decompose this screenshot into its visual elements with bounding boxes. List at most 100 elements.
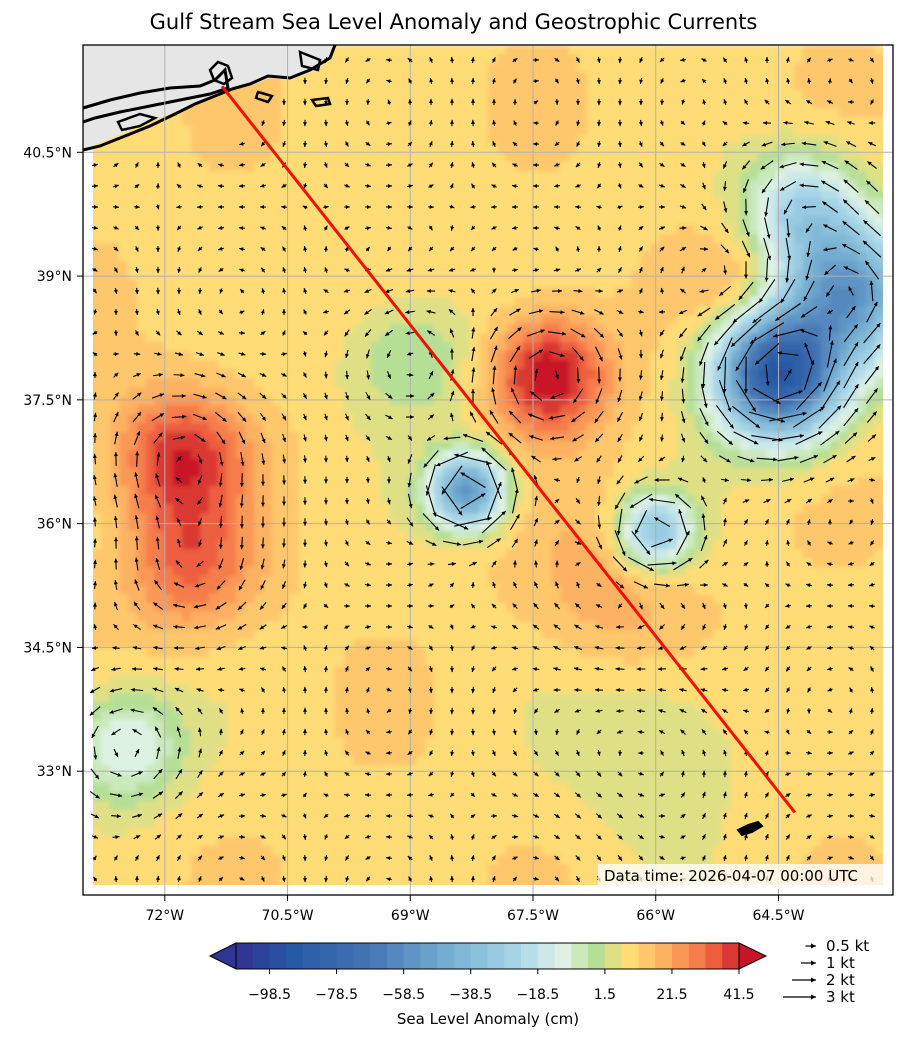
current-arrow — [194, 582, 206, 588]
current-arrow — [512, 581, 518, 589]
current-arrow — [91, 834, 99, 839]
current-arrow — [743, 687, 749, 692]
current-arrow — [92, 392, 97, 400]
current-arrow — [722, 854, 727, 862]
current-arrow — [365, 120, 370, 126]
current-arrow — [676, 530, 690, 556]
current-arrow — [575, 875, 581, 883]
current-arrow — [280, 624, 288, 630]
x-tick-label: 66°W — [636, 908, 675, 924]
current-arrow — [470, 749, 475, 757]
current-arrow — [764, 730, 770, 735]
current-arrow — [555, 581, 559, 589]
current-arrow — [748, 411, 786, 423]
current-arrow — [450, 749, 455, 757]
current-arrow — [385, 435, 393, 441]
current-arrow — [547, 331, 567, 336]
colorbar-level — [521, 943, 539, 969]
current-arrow — [555, 120, 560, 126]
current-arrow — [612, 556, 628, 572]
current-arrow — [385, 624, 393, 629]
current-arrow — [471, 327, 476, 339]
current-arrow — [864, 199, 880, 215]
current-arrow — [869, 772, 875, 777]
current-arrow — [721, 666, 729, 671]
current-arrow — [113, 515, 118, 529]
current-arrow — [302, 330, 308, 336]
current-arrow — [215, 624, 227, 630]
current-arrow — [155, 557, 161, 571]
current-arrow — [596, 77, 601, 85]
current-arrow — [744, 624, 749, 630]
current-arrow — [743, 854, 748, 862]
current-arrow — [512, 225, 518, 230]
current-arrow — [719, 455, 731, 463]
current-arrow — [386, 142, 392, 147]
current-arrow — [528, 435, 544, 441]
current-arrow — [658, 729, 666, 735]
current-arrow — [198, 748, 203, 758]
current-arrow — [575, 98, 580, 106]
current-arrow — [261, 120, 266, 126]
current-arrow — [113, 748, 119, 758]
current-arrow — [323, 645, 328, 651]
current-arrow — [784, 498, 792, 504]
current-arrow — [261, 453, 266, 465]
current-arrow — [428, 834, 434, 840]
current-arrow — [513, 120, 518, 126]
current-arrow — [616, 289, 624, 294]
current-arrow — [303, 539, 308, 547]
current-arrow — [827, 78, 832, 84]
current-arrow — [848, 100, 854, 105]
current-arrow — [364, 329, 372, 337]
current-arrow — [365, 666, 371, 672]
current-arrow — [491, 225, 497, 230]
current-arrow — [638, 119, 643, 127]
current-arrow — [804, 342, 814, 366]
current-arrow — [554, 876, 560, 882]
current-arrow — [638, 162, 644, 168]
current-arrow — [509, 308, 521, 316]
current-arrow — [175, 813, 183, 819]
current-arrow — [344, 750, 350, 756]
current-arrow — [176, 183, 182, 189]
current-arrow — [449, 390, 455, 402]
current-arrow — [677, 582, 689, 587]
current-arrow — [173, 582, 185, 588]
current-arrow — [323, 813, 329, 819]
current-arrow — [574, 268, 582, 273]
current-arrow — [848, 646, 854, 651]
current-arrow — [302, 372, 307, 378]
current-arrow — [174, 687, 184, 693]
current-arrow — [132, 623, 142, 631]
current-arrow — [365, 456, 370, 462]
current-arrow — [764, 99, 770, 105]
current-arrow — [511, 467, 519, 493]
current-arrow — [764, 197, 770, 217]
current-arrow — [177, 747, 182, 759]
current-arrow — [554, 519, 560, 525]
current-arrow — [428, 604, 434, 609]
current-arrow — [407, 603, 413, 608]
current-arrow — [511, 624, 519, 630]
current-arrow — [780, 278, 796, 304]
current-arrow — [217, 688, 225, 693]
current-arrow — [616, 309, 624, 315]
current-arrow — [680, 346, 686, 362]
colorbar-level — [655, 943, 673, 969]
current-arrow — [443, 436, 461, 441]
current-arrow — [596, 246, 601, 252]
current-arrow — [364, 793, 372, 798]
colorbar-level — [269, 943, 287, 969]
current-arrow — [90, 813, 100, 819]
current-arrow — [260, 580, 266, 590]
current-arrow — [281, 98, 286, 106]
current-arrow — [631, 530, 651, 556]
current-arrow — [344, 434, 349, 442]
current-arrow — [680, 792, 686, 798]
current-arrow — [111, 667, 121, 672]
current-arrow — [366, 708, 371, 714]
current-arrow — [471, 686, 476, 694]
current-arrow — [870, 666, 875, 672]
current-arrow — [869, 57, 875, 63]
